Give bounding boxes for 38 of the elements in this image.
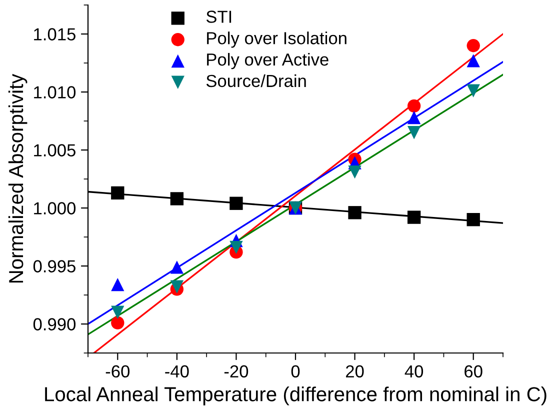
point: [170, 280, 184, 294]
legend-label: Poly over Active: [207, 52, 328, 70]
legend-label: Poly over Isolation: [207, 32, 346, 48]
point: [111, 186, 124, 200]
y-tick-label: 1.010: [34, 86, 76, 98]
point: [466, 84, 480, 98]
point: [407, 110, 421, 124]
x-tick-label: 0: [291, 365, 300, 378]
y-axis-title: Normalized Absorptivity: [8, 74, 28, 283]
point: [111, 278, 124, 292]
point: [170, 192, 184, 206]
x-tick-label: 40: [404, 365, 424, 378]
point: [407, 126, 421, 140]
point: [111, 316, 124, 330]
point: [111, 306, 124, 319]
y-tick-label: 0.990: [33, 318, 76, 330]
point: [170, 260, 184, 274]
x-tick-label: -40: [165, 365, 189, 378]
point: [466, 54, 480, 68]
x-tick-label: 20: [346, 365, 364, 378]
legend-label: STI: [206, 10, 232, 23]
x-tick-label: 60: [464, 365, 482, 378]
point: [407, 210, 421, 224]
point: [348, 165, 362, 179]
point: [230, 240, 243, 254]
y-tick-label: 0.995: [33, 260, 76, 272]
x-tick-label: -20: [224, 365, 248, 378]
point: [230, 196, 243, 210]
y-tick-label: 1.005: [34, 144, 76, 156]
point: [407, 99, 421, 113]
y-tick-label: 1.000: [34, 202, 76, 214]
y-tick-label: 1.015: [34, 28, 76, 40]
point: [466, 213, 480, 226]
legend-label: Source/Drain: [206, 74, 306, 88]
point: [466, 39, 480, 52]
x-axis-title: Local Anneal Temperature (difference from nominal in C): [45, 386, 546, 406]
x-tick-label: -60: [106, 365, 130, 378]
point: [348, 206, 362, 220]
